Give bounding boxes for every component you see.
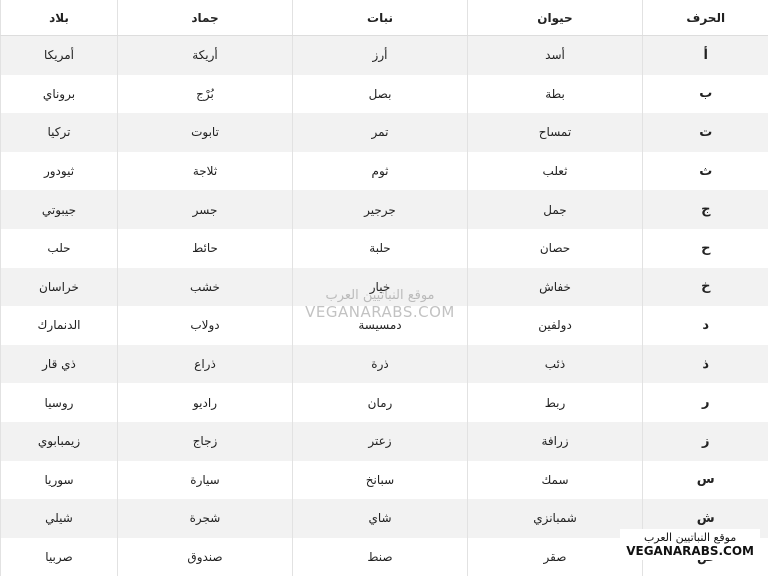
cell: ذي قار	[0, 344, 118, 384]
table-row: ت تمساح تمر تابوت تركيا	[0, 113, 768, 152]
cell: خشب	[117, 267, 293, 307]
table-row: ج جمل جرجير جسر جيبوتي	[0, 190, 768, 229]
letter-cell: د	[642, 306, 768, 345]
badge-latin: VEGANARABS.COM	[626, 544, 754, 558]
letter-cell: ث	[642, 151, 768, 191]
cell: زرافة	[467, 421, 643, 461]
letter-cell: خ	[642, 267, 768, 307]
table-row: أ أسد أرز أريكة أمريكا	[0, 35, 768, 75]
cell: حائط	[117, 228, 293, 268]
cell: دولفين	[467, 306, 643, 345]
header-cell: بلاد	[0, 0, 118, 36]
cell: جيبوتي	[0, 190, 118, 229]
cell: سيارة	[117, 460, 293, 500]
watermark-badge: موقع النباتيين العرب VEGANARABS.COM	[620, 529, 760, 560]
cell: حلبة	[292, 228, 468, 268]
cell: ذئب	[467, 344, 643, 384]
table-row: د دولفين دمسيسة دولاب الدنمارك	[0, 306, 768, 345]
letter-cell: أ	[642, 35, 768, 75]
table-body: أ أسد أرز أريكة أمريكا ب بطة بصل بُرْج بروناي ت تمس…	[0, 35, 768, 576]
cell: بُرْج	[117, 74, 293, 114]
cell: أرز	[292, 35, 468, 75]
cell: راديو	[117, 383, 293, 422]
cell: حلب	[0, 228, 118, 268]
table-row: ذ ذئب ذرة ذراع ذي قار	[0, 344, 768, 384]
cell: صقر	[467, 537, 643, 576]
letter-cell: ت	[642, 113, 768, 152]
cell: زجاج	[117, 421, 293, 461]
cell: تمر	[292, 113, 468, 152]
cell: حصان	[467, 228, 643, 268]
letter-cell: ر	[642, 383, 768, 422]
cell: صنط	[292, 537, 468, 576]
cell: ثعلب	[467, 151, 643, 191]
cell: خراسان	[0, 267, 118, 307]
table-row: ث ثعلب ثوم ثلاجة ثيودور	[0, 151, 768, 191]
cell: دمسيسة	[292, 306, 468, 345]
letter-cell: ز	[642, 421, 768, 461]
cell: ثيودور	[0, 151, 118, 191]
table-row: ز زرافة زعتر زجاج زيمبابوي	[0, 421, 768, 461]
letter-cell: ح	[642, 228, 768, 268]
cell: دولاب	[117, 306, 293, 345]
table-row: ح حصان حلبة حائط حلب	[0, 228, 768, 268]
cell: شيلي	[0, 499, 118, 538]
cell: جرجير	[292, 190, 468, 229]
cell: بطة	[467, 74, 643, 114]
cell: خيار	[292, 267, 468, 307]
table-row: س سمك سبانخ سيارة سوريا	[0, 460, 768, 500]
cell: روسيا	[0, 383, 118, 422]
cell: جمل	[467, 190, 643, 229]
cell: شجرة	[117, 499, 293, 538]
cell: الدنمارك	[0, 306, 118, 345]
letter-cell: ج	[642, 190, 768, 229]
cell: بروناي	[0, 74, 118, 114]
cell: شاي	[292, 499, 468, 538]
table-row: ر ربط رمان راديو روسيا	[0, 383, 768, 422]
table-row: خ خفاش خيار خشب خراسان	[0, 267, 768, 307]
cell: أمريكا	[0, 35, 118, 75]
cell: شمبانزي	[467, 499, 643, 538]
cell: بصل	[292, 74, 468, 114]
letter-cell: ذ	[642, 344, 768, 384]
cell: تابوت	[117, 113, 293, 152]
cell: خفاش	[467, 267, 643, 307]
cell: زعتر	[292, 421, 468, 461]
badge-arabic: موقع النباتيين العرب	[643, 531, 737, 544]
cell: رمان	[292, 383, 468, 422]
table-row: ب بطة بصل بُرْج بروناي	[0, 74, 768, 114]
cell: ذرة	[292, 344, 468, 384]
cell: أريكة	[117, 35, 293, 75]
header-cell: جماد	[117, 0, 293, 36]
header-cell: حيوان	[467, 0, 643, 36]
cell: ذراع	[117, 344, 293, 384]
cell: ربط	[467, 383, 643, 422]
cell: ثوم	[292, 151, 468, 191]
cell: ثلاجة	[117, 151, 293, 191]
cell: أسد	[467, 35, 643, 75]
cell: تمساح	[467, 113, 643, 152]
cell: زيمبابوي	[0, 421, 118, 461]
header-cell: الحرف	[642, 0, 768, 36]
cell: صندوق	[117, 537, 293, 576]
letter-cell: س	[642, 460, 768, 500]
letter-cell: ب	[642, 74, 768, 114]
cell: جسر	[117, 190, 293, 229]
cell: سبانخ	[292, 460, 468, 500]
cell: سوريا	[0, 460, 118, 500]
cell: تركيا	[0, 113, 118, 152]
cell: سمك	[467, 460, 643, 500]
header-row: الحرف حيوان نبات جماد بلاد	[0, 0, 768, 36]
header-cell: نبات	[292, 0, 468, 36]
cell: صربيا	[0, 537, 118, 576]
